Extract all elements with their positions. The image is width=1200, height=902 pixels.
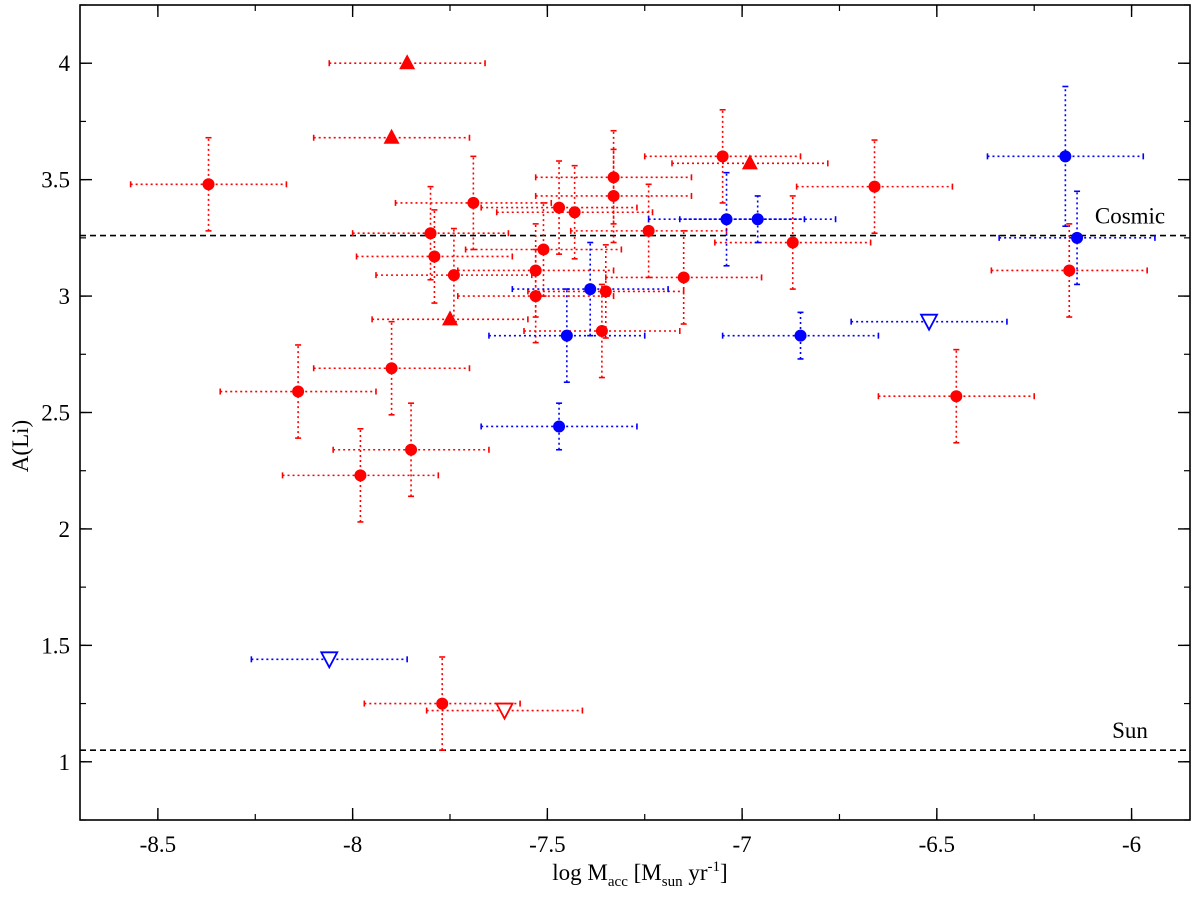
data-point	[385, 362, 398, 375]
x-tick-label: -6.5	[919, 832, 955, 857]
data-point	[553, 420, 566, 433]
error-bars	[129, 60, 1156, 751]
y-tick-label: 3	[59, 284, 71, 309]
data-point	[553, 201, 566, 214]
data-point	[424, 227, 437, 240]
data-point	[529, 290, 542, 303]
data-point	[405, 443, 418, 456]
data-point	[786, 236, 799, 249]
data-point	[950, 390, 963, 403]
data-point	[354, 469, 367, 482]
data-point	[677, 271, 690, 284]
plot-frame	[79, 4, 1191, 821]
y-tick-label: 2	[59, 517, 71, 542]
x-tick-label: -8	[343, 832, 362, 857]
data-point	[202, 178, 215, 191]
reference-label-cosmic: Cosmic	[1095, 204, 1165, 229]
reference-lines: Cosmic Sun	[80, 204, 1190, 751]
data-point	[595, 325, 608, 337]
x-axis-ticks: -8.5 -8 -7.5 -7 -6.5 -6	[140, 5, 1141, 857]
data-point	[560, 329, 573, 342]
data-point	[568, 206, 581, 219]
data-point-triangle-down	[319, 651, 339, 670]
data-point-triangle-down	[919, 313, 939, 332]
data-point	[716, 150, 729, 163]
y-tick-label: 2.5	[41, 401, 70, 426]
data-point	[720, 213, 733, 226]
data-markers	[202, 54, 1084, 721]
data-point	[607, 171, 620, 184]
data-point	[868, 180, 881, 193]
data-point	[537, 243, 550, 256]
data-point-triangle-up	[741, 154, 758, 170]
data-point	[467, 196, 480, 209]
y-tick-label: 1	[59, 750, 71, 775]
x-tick-label: -6	[1122, 832, 1141, 857]
data-point	[599, 285, 612, 298]
data-point	[1063, 264, 1076, 277]
data-point-triangle-up	[383, 128, 400, 144]
data-point	[584, 283, 597, 296]
data-point	[1071, 231, 1084, 244]
data-point	[1059, 150, 1072, 163]
y-tick-label: 1.5	[41, 633, 70, 658]
x-tick-label: -7.5	[529, 832, 565, 857]
x-tick-label: -8.5	[140, 832, 176, 857]
y-axis-title: A(Li)	[8, 420, 33, 472]
data-point	[794, 329, 807, 342]
data-point	[751, 213, 764, 226]
data-point-triangle-up	[442, 310, 458, 326]
x-axis-title: log Macc [Msun yr-1]	[552, 859, 727, 890]
x-tick-label: -7	[733, 832, 752, 857]
data-point	[607, 189, 620, 202]
data-point	[436, 697, 449, 710]
data-point	[447, 269, 460, 282]
data-point	[428, 250, 441, 263]
y-tick-label: 3.5	[41, 168, 70, 193]
reference-label-sun: Sun	[1112, 718, 1148, 743]
y-axis-ticks: 1 1.5 2 2.5 3 3.5 4	[41, 4, 1190, 821]
data-point	[642, 224, 655, 237]
data-point-triangle-down	[495, 702, 515, 721]
data-point	[292, 385, 305, 398]
data-point	[529, 264, 542, 277]
data-point-triangle-up	[399, 54, 416, 70]
y-tick-label: 4	[59, 51, 71, 76]
